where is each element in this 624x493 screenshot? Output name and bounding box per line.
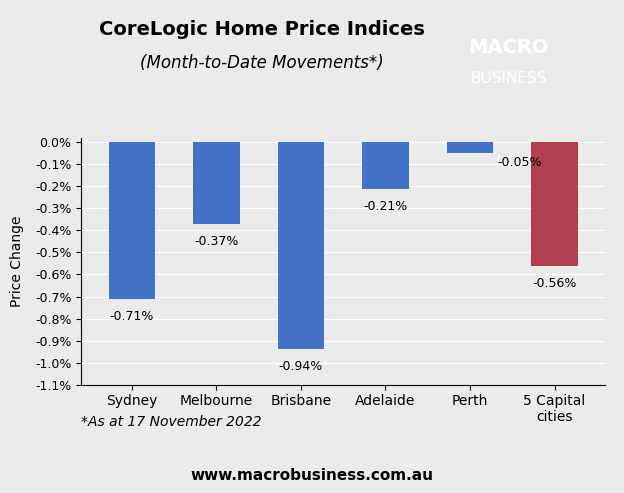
Y-axis label: Price Change: Price Change — [10, 215, 24, 307]
Text: -0.71%: -0.71% — [110, 310, 154, 323]
Bar — [531, 142, 578, 266]
Text: MACRO: MACRO — [468, 38, 549, 57]
Text: *As at 17 November 2022: *As at 17 November 2022 — [81, 415, 261, 429]
Text: -0.37%: -0.37% — [194, 235, 238, 248]
Text: BUSINESS: BUSINESS — [470, 71, 547, 86]
Text: -0.94%: -0.94% — [279, 360, 323, 373]
Text: -0.05%: -0.05% — [497, 156, 542, 169]
Bar — [193, 142, 240, 224]
Text: www.macrobusiness.com.au: www.macrobusiness.com.au — [190, 468, 434, 483]
Text: CoreLogic Home Price Indices: CoreLogic Home Price Indices — [99, 20, 425, 39]
Text: -0.21%: -0.21% — [363, 200, 407, 212]
Bar — [447, 142, 493, 153]
Text: (Month-to-Date Movements*): (Month-to-Date Movements*) — [140, 54, 384, 72]
Text: -0.56%: -0.56% — [532, 277, 577, 290]
Bar — [362, 142, 409, 189]
Bar — [278, 142, 324, 350]
Bar — [109, 142, 155, 299]
